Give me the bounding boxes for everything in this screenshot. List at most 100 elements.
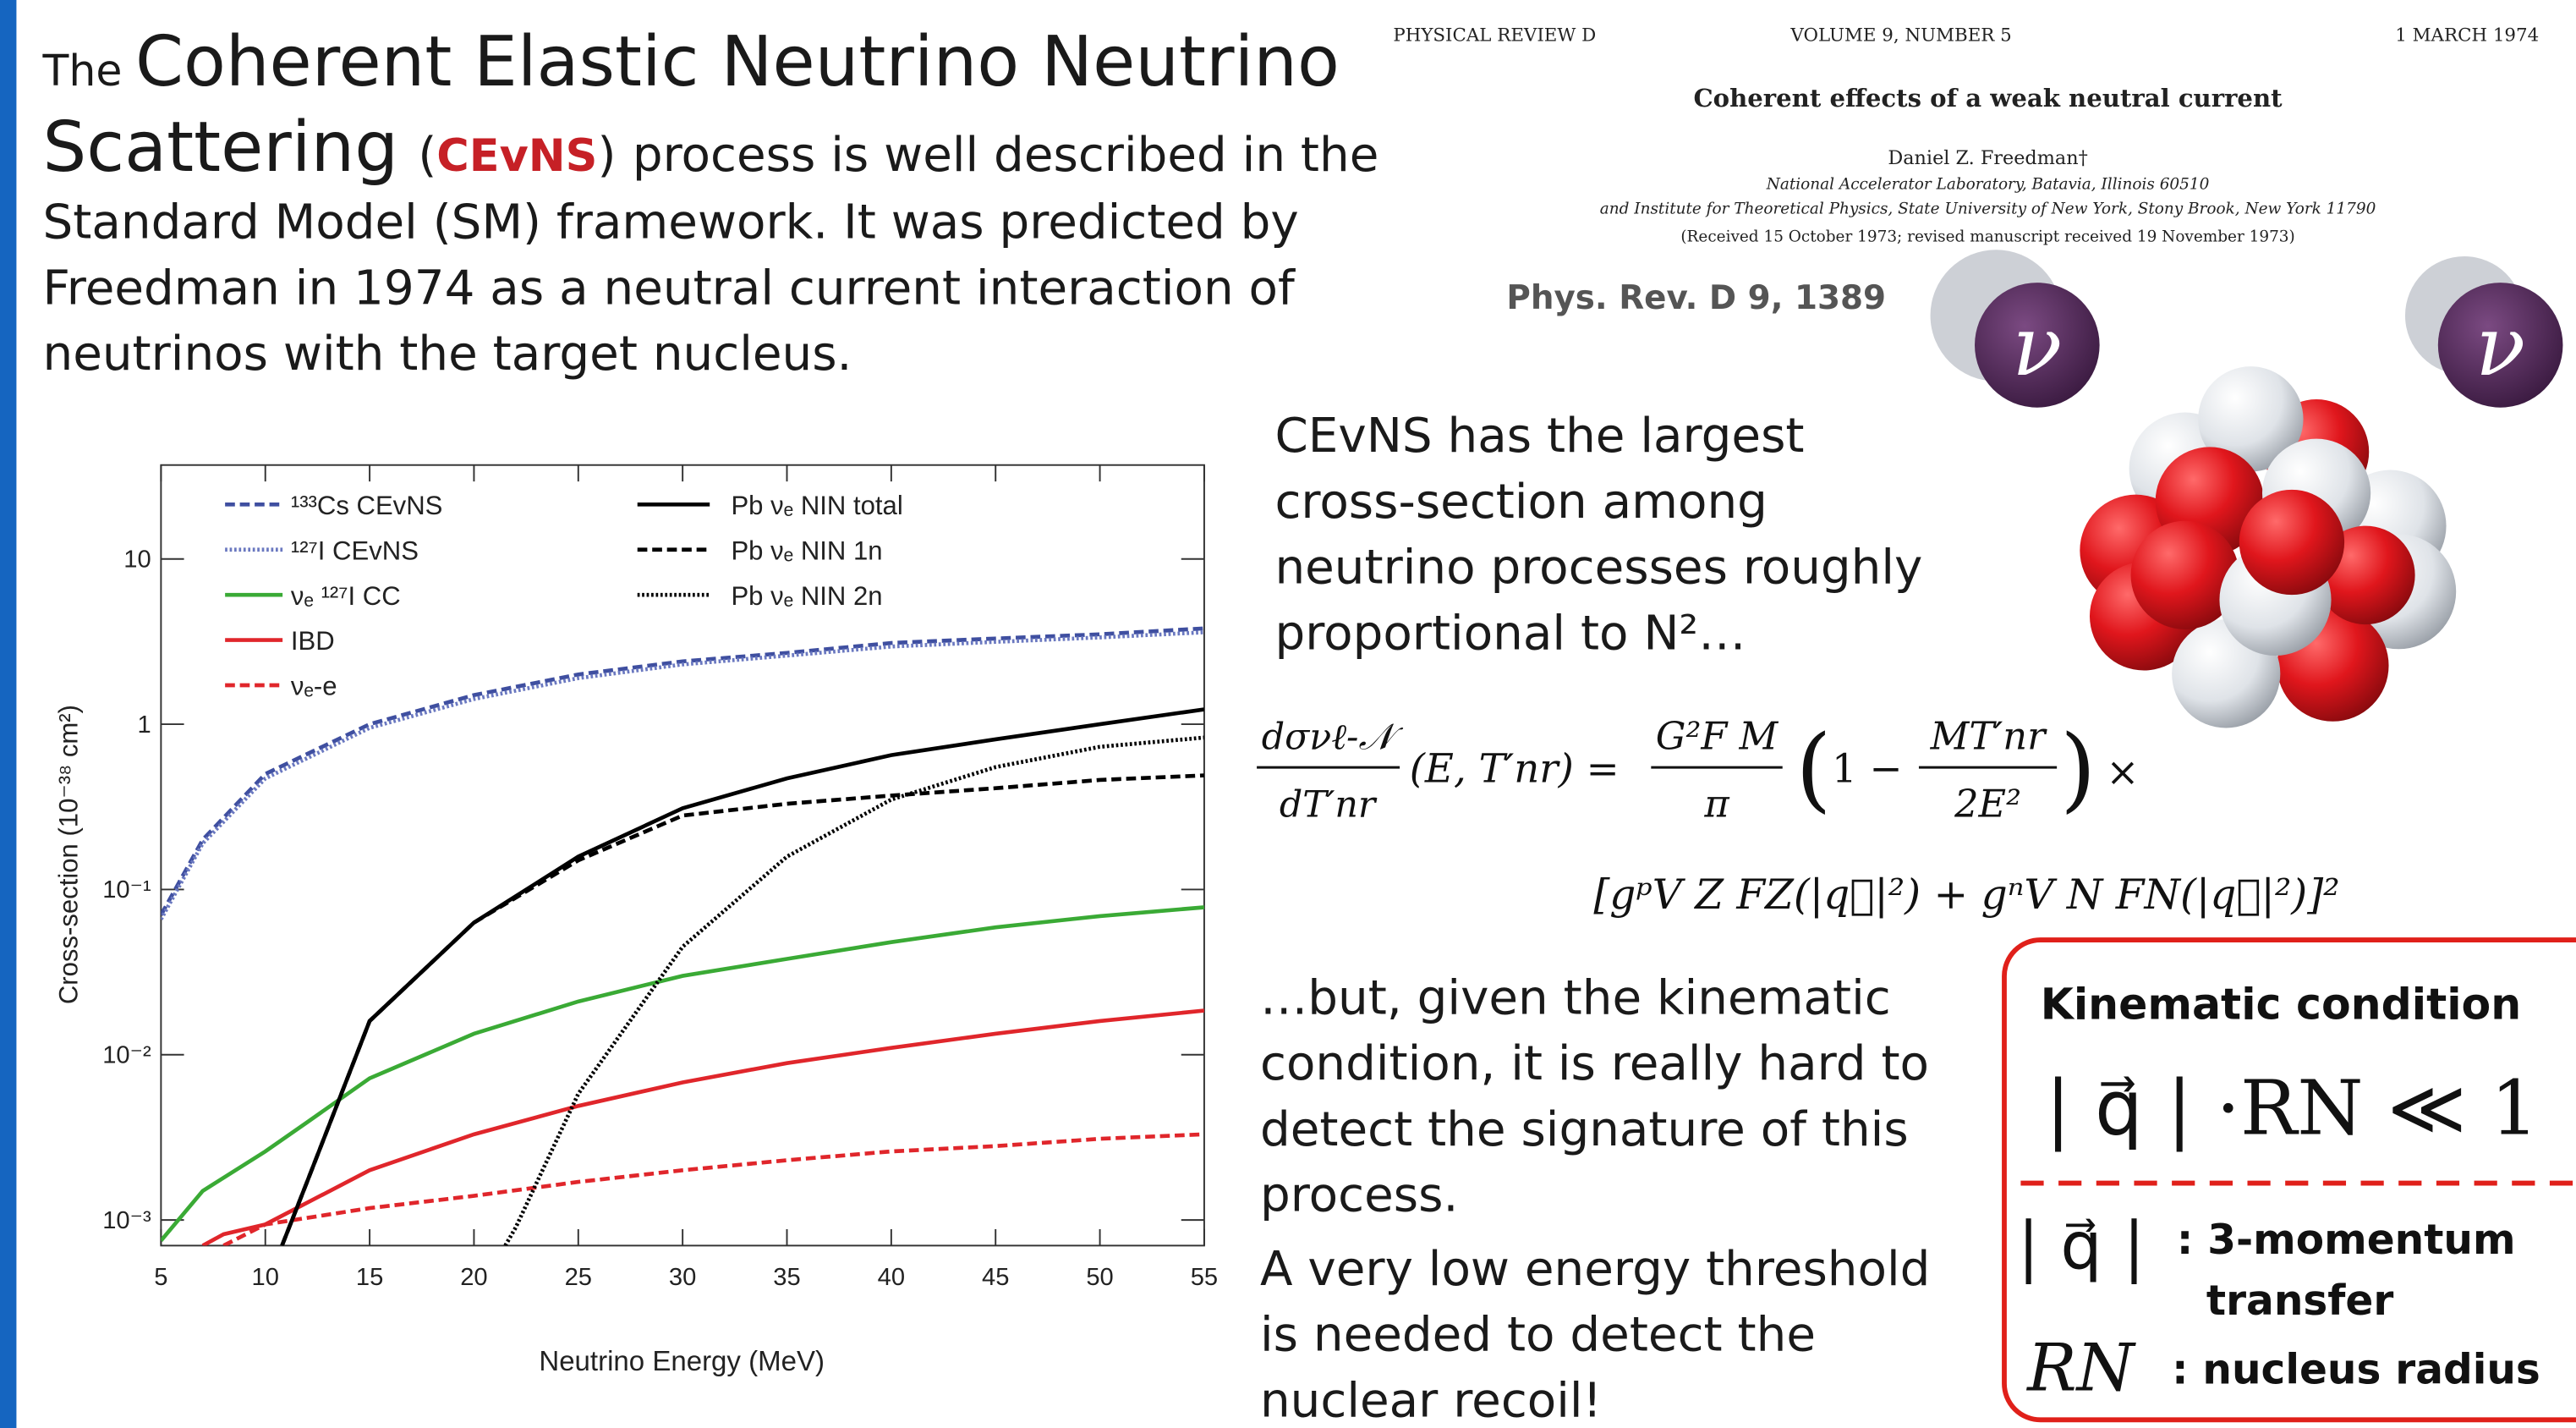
formula-part: dT′nr xyxy=(1280,783,1378,826)
text-line: nuclear recoil! xyxy=(1260,1373,1602,1428)
intro-lines: Standard Model (SM) framework. It was pr… xyxy=(43,195,1299,382)
nucleus xyxy=(2080,366,2457,728)
q-symbol: | q⃗ | xyxy=(2018,1209,2146,1285)
y-axis-title: Cross-section (10⁻³⁸ cm²) xyxy=(53,705,83,1004)
journal: PHYSICAL REVIEW D xyxy=(1393,25,1596,47)
x-tick-label: 35 xyxy=(773,1264,800,1291)
x-tick-label: 15 xyxy=(356,1264,383,1291)
y-tick-label: 10 xyxy=(123,546,151,573)
condition: | q⃗ | ·RN ≪ 1 xyxy=(2046,1064,2539,1152)
text-line: is needed to detect the xyxy=(1260,1308,1816,1363)
abbr: CEvNS xyxy=(436,130,597,182)
reference: Phys. Rev. D 9, 1389 xyxy=(1506,279,1886,317)
nucleon xyxy=(2198,366,2304,472)
series-line xyxy=(503,735,1204,1246)
text-line: process. xyxy=(1260,1168,1458,1223)
formula-part: G²F M xyxy=(1656,715,1779,759)
y-tick-label: 10⁻³ xyxy=(102,1207,151,1234)
text-line: Freedman in 1974 as a neutral current in… xyxy=(43,261,1296,316)
abbr-open: ( xyxy=(418,128,436,183)
intro-rest: process is well described in the xyxy=(633,128,1379,183)
q-desc: : 3-momentum xyxy=(2177,1217,2516,1264)
neutrino-symbol: ν xyxy=(2475,299,2525,394)
x-tick-label: 40 xyxy=(878,1264,905,1291)
text-line: proportional to N²… xyxy=(1274,606,1746,661)
nucleon xyxy=(2239,489,2345,596)
legend-label: Pb νₑ NIN 2n xyxy=(731,581,882,611)
x-tick-label: 45 xyxy=(982,1264,1009,1291)
neutrino-bubble xyxy=(1975,283,2100,408)
text-line: neutrinos with the target nucleus. xyxy=(43,327,852,382)
text-line: CEvNS has the largest xyxy=(1274,409,1804,464)
series-line xyxy=(280,773,1204,1246)
affiliation: National Accelerator Laboratory, Batavia… xyxy=(1766,175,2210,193)
formula-part: ) xyxy=(2060,715,2096,822)
q-desc: transfer xyxy=(2206,1277,2393,1325)
paper-header: PHYSICAL REVIEW D VOLUME 9, NUMBER 5 1 M… xyxy=(1393,25,2539,246)
series-line xyxy=(201,1008,1204,1246)
affiliation: and Institute for Theoretical Physics, S… xyxy=(1600,200,2376,218)
received: (Received 15 October 1973; revised manus… xyxy=(1680,228,2294,246)
formula-part: 1 − xyxy=(1832,746,1903,792)
side-bar xyxy=(0,0,17,1428)
plot-area xyxy=(161,626,1204,1246)
kinematic-text: …but, given the kinematic condition, it i… xyxy=(1260,971,1929,1223)
formula-part: [gᵖV Z FZ(|q⃗|²) + gⁿV N FN(|q⃗|²)]² xyxy=(1593,871,2339,919)
text-line: Standard Model (SM) framework. It was pr… xyxy=(43,195,1299,250)
series-line xyxy=(161,630,1204,920)
x-tick-label: 55 xyxy=(1191,1264,1218,1291)
volume: VOLUME 9, NUMBER 5 xyxy=(1789,25,2011,47)
cross-section-text: CEvNS has the largest cross-section among… xyxy=(1274,409,1922,661)
intro-title: The Coherent Elastic Neutrino Neutrino xyxy=(42,22,1340,102)
title-a: Coherent Elastic Neutrino Neutrino xyxy=(135,22,1340,102)
legend-label: Pb νₑ NIN 1n xyxy=(731,536,882,565)
formula-part: dσνℓ-𝒩 xyxy=(1262,717,1404,759)
box-title: Kinematic condition xyxy=(2041,979,2521,1029)
formula-part: (E, T′nr) = xyxy=(1410,746,1620,792)
r-symbol: RN xyxy=(2025,1330,2136,1406)
x-tick-label: 30 xyxy=(669,1264,696,1291)
formula: dσνℓ-𝒩 dT′nr (E, T′nr) = G²F M π ( 1 − M… xyxy=(1257,715,2340,919)
legend-label: ¹³³Cs CEvNS xyxy=(291,491,443,520)
neutrino-symbol: ν xyxy=(2012,299,2062,394)
legend-label: νₑ ¹²⁷I CC xyxy=(291,581,401,611)
text-line: …but, given the kinematic xyxy=(1260,971,1891,1026)
neutrino-bubble xyxy=(2437,283,2563,408)
y-tick-label: 10⁻¹ xyxy=(102,876,151,903)
legend-label: Pb νₑ NIN total xyxy=(731,491,902,520)
condition-box xyxy=(2002,937,2576,1423)
formula-part: 2E² xyxy=(1954,782,2021,826)
legend-label: νₑ-e xyxy=(291,672,337,701)
threshold-text: A very low energy threshold is needed to … xyxy=(1260,1242,1930,1428)
y-tick-label: 1 xyxy=(138,711,151,739)
author: Daniel Z. Freedman† xyxy=(1888,147,2087,169)
legend-label: IBD xyxy=(291,626,335,656)
legend-label: ¹²⁷I CEvNS xyxy=(291,536,419,565)
x-tick-label: 5 xyxy=(154,1264,167,1291)
text-line: detect the signature of this xyxy=(1260,1102,1909,1157)
title-b: Scattering xyxy=(43,107,398,188)
abbr-close: ) xyxy=(597,128,616,183)
paper-title: Coherent effects of a weak neutral curre… xyxy=(1694,84,2283,113)
y-tick-label: 10⁻² xyxy=(102,1041,151,1068)
x-tick-label: 20 xyxy=(460,1264,487,1291)
chart: Neutrino Energy (MeV) Cross-section (10⁻… xyxy=(53,464,1218,1376)
x-tick-label: 50 xyxy=(1086,1264,1113,1291)
x-tick-label: 25 xyxy=(565,1264,592,1291)
text-line: neutrino processes roughly xyxy=(1274,541,1922,596)
nucleon xyxy=(2130,520,2239,629)
text-line: A very low energy threshold xyxy=(1260,1242,1930,1297)
text-line: condition, it is really hard to xyxy=(1260,1036,1929,1091)
formula-part: MT′nr xyxy=(1930,715,2047,759)
lead: The xyxy=(42,46,123,96)
intro-line: Scattering (CEvNS) process is well describ… xyxy=(43,107,1379,188)
series-line xyxy=(161,905,1204,1243)
date: 1 MARCH 1974 xyxy=(2395,25,2539,47)
r-desc: : nucleus radius xyxy=(2172,1347,2540,1394)
formula-part: × xyxy=(2106,749,2139,794)
x-tick-label: 10 xyxy=(252,1264,279,1291)
formula-part: ( xyxy=(1795,715,1831,822)
x-axis-title: Neutrino Energy (MeV) xyxy=(539,1345,825,1376)
text-line: cross-section among xyxy=(1274,475,1767,530)
